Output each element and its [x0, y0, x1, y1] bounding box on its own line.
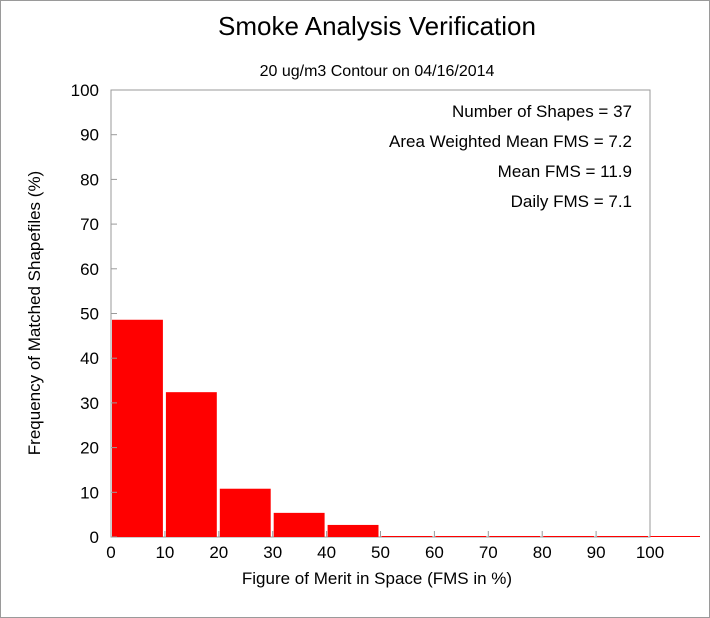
- y-axis-ticks: 0 10 20 30 40 50 60 70 80 90 100: [71, 81, 117, 547]
- histogram-bar-7: [489, 536, 541, 537]
- chart-subtitle: 20 ug/m3 Contour on 04/16/2014: [260, 63, 495, 80]
- x-tick-label: 20: [209, 543, 228, 562]
- y-tick-label: 90: [80, 126, 99, 145]
- stat-annotation: Daily FMS = 7.1: [511, 192, 632, 211]
- x-tick-label: 40: [317, 543, 336, 562]
- x-tick-label: 100: [636, 543, 664, 562]
- y-tick-label: 40: [80, 349, 99, 368]
- x-tick-label: 70: [479, 543, 498, 562]
- y-tick-label: 50: [80, 305, 99, 324]
- y-tick-label: 20: [80, 439, 99, 458]
- y-tick-label: 70: [80, 215, 99, 234]
- statistics-annotations: Number of Shapes = 37 Area Weighted Mean …: [389, 102, 632, 211]
- histogram-bar-0: [112, 319, 163, 537]
- histogram-bar-4: [327, 524, 379, 537]
- stat-annotation: Mean FMS = 11.9: [498, 162, 632, 181]
- stat-annotation: Number of Shapes = 37: [452, 102, 632, 121]
- bars-group: [112, 319, 700, 537]
- y-tick-label: 30: [80, 394, 99, 413]
- x-tick-label: 80: [533, 543, 552, 562]
- histogram-bar-2: [219, 488, 271, 537]
- x-axis-ticks: 0 10 20 30 40 50 60 70 80 90 100: [106, 531, 664, 562]
- histogram-bar-3: [273, 512, 325, 537]
- y-tick-label: 80: [80, 170, 99, 189]
- histogram-bar-6: [435, 536, 487, 537]
- y-axis-label: Frequency of Matched Shapefiles (%): [25, 171, 44, 455]
- y-tick-label: 10: [80, 483, 99, 502]
- y-tick-label: 60: [80, 260, 99, 279]
- histogram-bar-8: [543, 536, 595, 537]
- x-tick-label: 50: [371, 543, 390, 562]
- histogram-bar-9: [597, 536, 648, 537]
- histogram-bar-overflow: [650, 536, 700, 537]
- chart-title: Smoke Analysis Verification: [218, 11, 536, 41]
- x-tick-label: 0: [106, 543, 115, 562]
- x-tick-label: 60: [425, 543, 444, 562]
- histogram-bar-1: [165, 392, 217, 537]
- x-tick-label: 30: [263, 543, 282, 562]
- stat-annotation: Area Weighted Mean FMS = 7.2: [389, 132, 632, 151]
- x-axis-label: Figure of Merit in Space (FMS in %): [242, 569, 512, 588]
- x-tick-label: 10: [155, 543, 174, 562]
- x-tick-label: 90: [587, 543, 606, 562]
- histogram-bar-5: [381, 536, 433, 537]
- y-tick-label: 0: [90, 528, 99, 547]
- y-tick-label: 100: [71, 81, 99, 100]
